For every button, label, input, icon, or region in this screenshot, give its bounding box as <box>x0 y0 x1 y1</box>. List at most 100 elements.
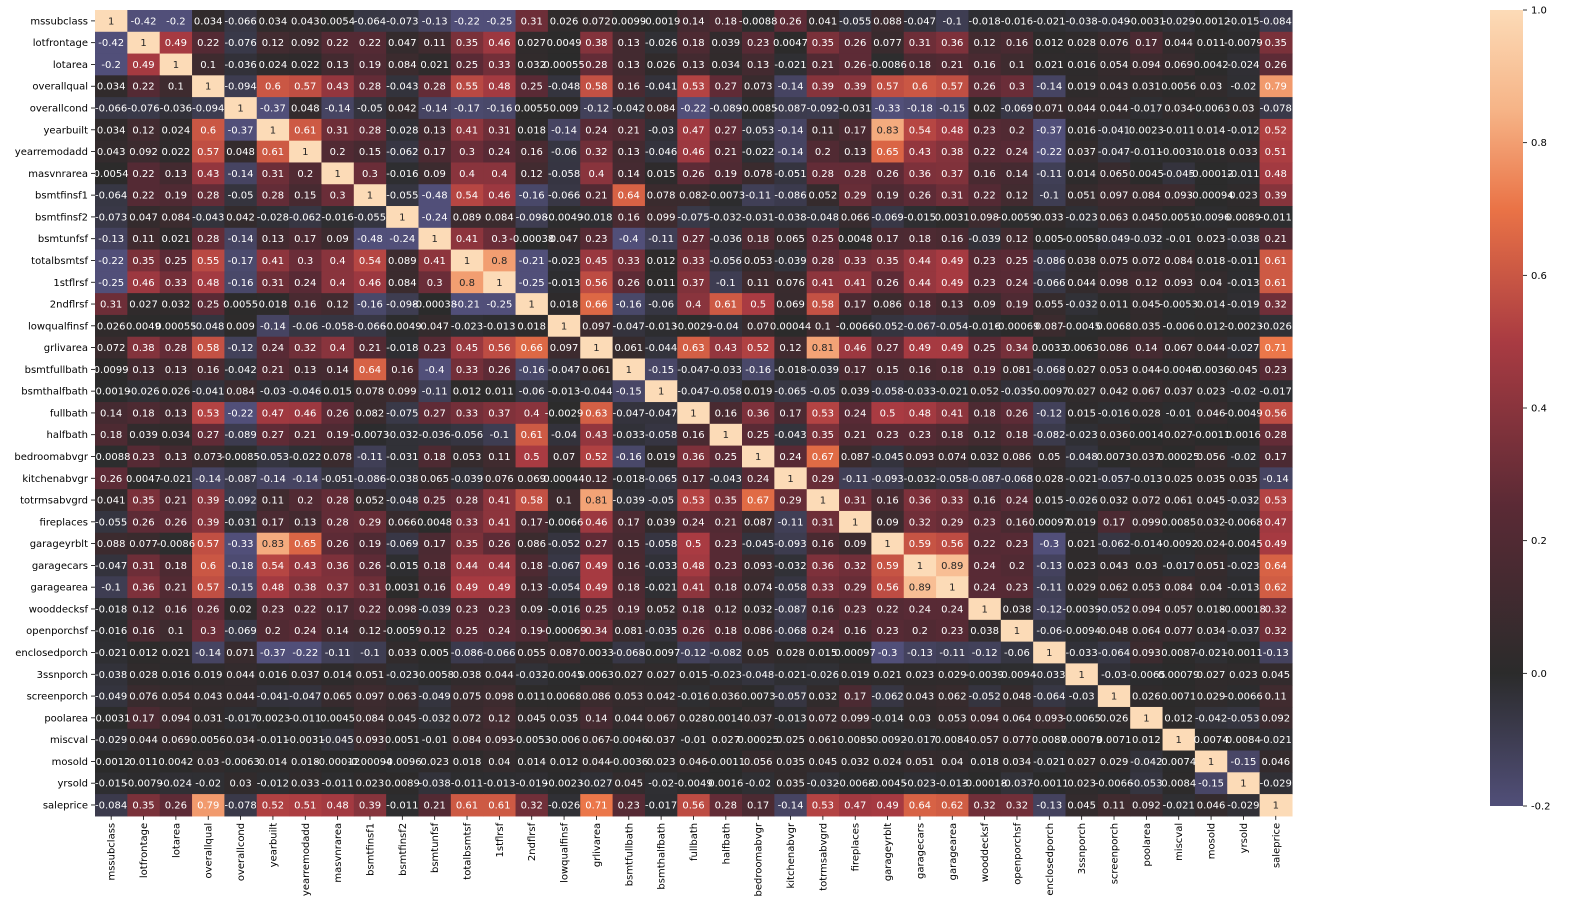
heatmap-cell <box>742 162 775 185</box>
heatmap-cell <box>386 489 420 512</box>
cell-annotation: 0.36 <box>682 452 704 463</box>
cell-annotation: 0.22 <box>132 82 154 93</box>
cell-annotation: -0.036 <box>419 430 451 441</box>
cell-annotation: -0.01 <box>422 735 448 746</box>
heatmap-cell <box>839 423 872 447</box>
heatmap-cell <box>1227 641 1261 664</box>
heatmap-cell <box>806 663 840 686</box>
y-tick-label: kitchenabvgr <box>22 474 89 485</box>
cell-annotation: 0.054 <box>162 692 191 703</box>
cell-annotation: -0.0036 <box>609 757 648 768</box>
cell-annotation: 0.16 <box>165 604 187 615</box>
heatmap-cell <box>547 641 581 664</box>
cell-annotation: 0.32 <box>585 147 607 158</box>
cell-annotation: -0.084 <box>1260 16 1292 27</box>
cell-annotation: 0.011 <box>1197 38 1226 49</box>
cell-annotation: 0.094 <box>1132 604 1161 615</box>
cell-annotation: -0.0019 <box>92 387 131 398</box>
cell-annotation: 0.035 <box>1132 321 1161 332</box>
cell-annotation: -0.25 <box>519 278 545 289</box>
cell-annotation: -0.069 <box>871 212 903 223</box>
heatmap-cell <box>580 118 614 142</box>
heatmap-cell <box>774 489 808 512</box>
cell-annotation: 0.48 <box>909 408 931 419</box>
heatmap-cell <box>1259 467 1293 490</box>
heatmap-cell <box>353 358 387 381</box>
cell-annotation: 0.11 <box>132 234 154 245</box>
heatmap-cell <box>644 554 678 577</box>
cell-annotation: -0.048 <box>386 496 418 507</box>
cell-annotation: 0.056 <box>744 757 773 768</box>
heatmap-cell <box>742 206 775 229</box>
heatmap-cell <box>968 619 1002 643</box>
cell-annotation: 0.018 <box>517 125 546 136</box>
heatmap-cell <box>612 227 646 251</box>
cell-annotation: -0.038 <box>1066 16 1098 27</box>
cell-annotation: 1 <box>658 387 664 398</box>
cell-annotation: 0.23 <box>973 278 995 289</box>
cell-annotation: -0.021 <box>1260 735 1292 746</box>
cell-annotation: 0.49 <box>488 583 510 594</box>
cell-annotation: -0.03 <box>1069 692 1095 703</box>
heatmap-cell <box>1259 206 1293 229</box>
y-tick-label: yrsold <box>58 779 88 790</box>
heatmap-cell <box>386 576 420 599</box>
cell-annotation: 0.23 <box>715 539 737 550</box>
cell-annotation: -0.029 <box>1260 779 1292 790</box>
cell-annotation: -0.14 <box>778 147 804 158</box>
cell-annotation: 0.044 <box>226 670 255 681</box>
heatmap-cell <box>1259 489 1293 512</box>
cell-annotation: -0.049 <box>1098 234 1130 245</box>
heatmap-cell <box>742 402 775 425</box>
heatmap-cell <box>386 31 420 55</box>
cell-annotation: -0.00038 <box>509 234 554 245</box>
cell-annotation: 1 <box>399 212 405 223</box>
cell-annotation: 0.0074 <box>1194 735 1229 746</box>
heatmap-cell <box>936 162 970 185</box>
cell-annotation: 0.072 <box>97 343 126 354</box>
heatmap-cell <box>192 532 225 556</box>
cell-annotation: -0.049 <box>1098 16 1130 27</box>
cell-annotation: 0.21 <box>165 583 187 594</box>
cell-annotation: 0.21 <box>1265 234 1287 245</box>
heatmap-cell <box>256 445 290 468</box>
heatmap-cell <box>968 380 1002 403</box>
heatmap-cell <box>742 184 775 207</box>
cell-annotation: 0.12 <box>973 430 995 441</box>
cell-annotation: 0.28 <box>715 800 737 811</box>
cell-annotation: 0.032 <box>841 757 870 768</box>
heatmap-cell <box>547 467 581 490</box>
cell-annotation: -0.032 <box>774 561 806 572</box>
cell-annotation: 0.26 <box>359 561 381 572</box>
cell-annotation: 0.17 <box>747 800 769 811</box>
cell-annotation: 0.062 <box>938 692 967 703</box>
cell-annotation: 0.23 <box>909 430 931 441</box>
cell-annotation: -0.031 <box>386 452 418 463</box>
cell-annotation: 0.026 <box>97 321 126 332</box>
cell-annotation: -0.14 <box>422 104 448 115</box>
heatmap-cell <box>192 598 225 621</box>
heatmap-cell <box>547 685 581 708</box>
cell-annotation: 0.6 <box>200 561 216 572</box>
heatmap-cell <box>224 532 258 556</box>
cell-annotation: 0.31 <box>262 278 284 289</box>
cell-annotation: 0.36 <box>747 408 769 419</box>
heatmap-cell <box>547 402 581 425</box>
y-tick-label: totrmsabvgrd <box>20 496 88 507</box>
cell-annotation: -0.013 <box>548 387 580 398</box>
heatmap-cell <box>418 314 452 338</box>
cell-annotation: 0.077 <box>1003 735 1032 746</box>
cell-annotation: -0.011 <box>289 713 321 724</box>
heatmap-cell <box>580 31 614 55</box>
heatmap-cell <box>321 641 355 664</box>
cell-annotation: 0.28 <box>197 191 219 202</box>
heatmap-cell <box>256 685 290 708</box>
heatmap-cell <box>1097 489 1131 512</box>
cell-annotation: 0.13 <box>165 408 187 419</box>
heatmap-cell <box>1194 554 1228 577</box>
heatmap-cell <box>483 249 517 272</box>
heatmap-cell <box>774 314 808 338</box>
heatmap-cell <box>936 271 970 294</box>
cell-annotation: 0.065 <box>1100 169 1129 180</box>
heatmap-cell <box>709 140 743 164</box>
